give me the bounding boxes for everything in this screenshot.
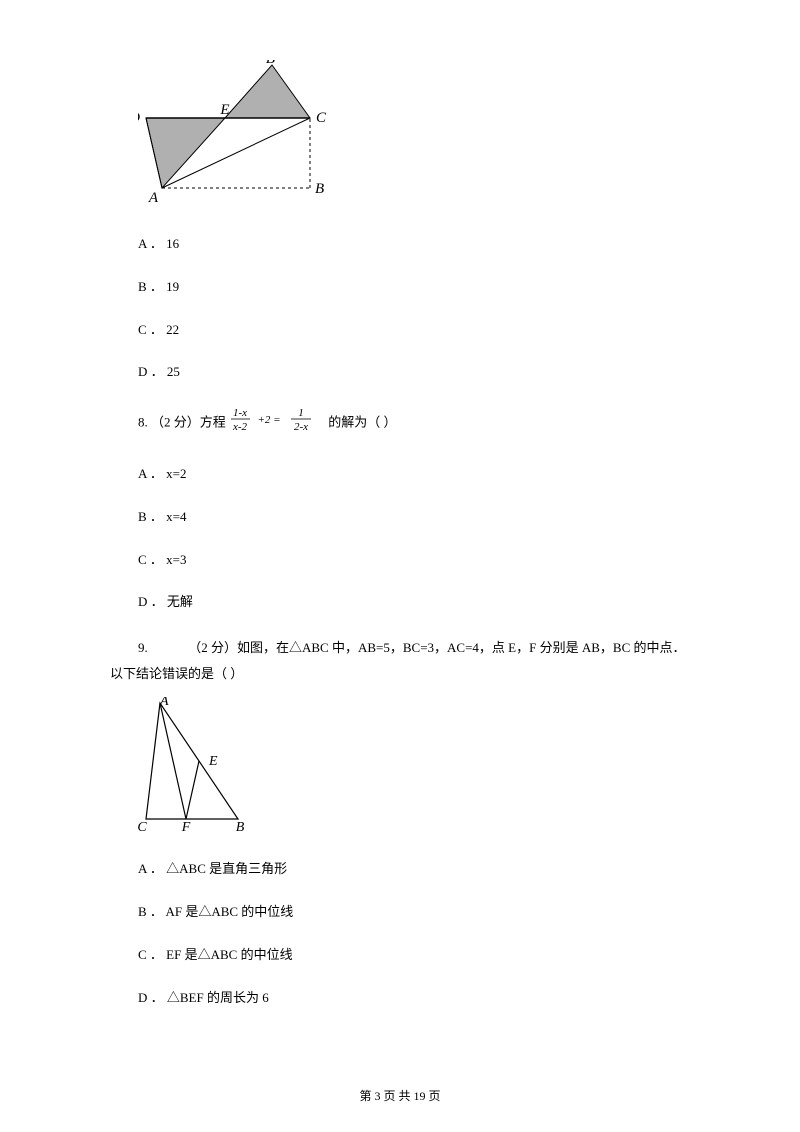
q9-option-b: B ． AF 是△ABC 的中位线	[138, 902, 690, 923]
svg-text:1: 1	[298, 407, 304, 419]
svg-text:A: A	[148, 190, 159, 206]
svg-text:B': B'	[266, 60, 279, 67]
svg-text:C: C	[138, 820, 147, 835]
q9-stem: 9. （2 分）如图，在△ABC 中，AB=5，BC=3，AC=4，点 E，F …	[110, 635, 690, 687]
q9-option-d: D ． △BEF 的周长为 6	[138, 988, 690, 1009]
q8-stem: 8. （2 分）方程 1-x x-2 +2 = 1 2-x 的解为（ ）	[138, 405, 690, 442]
page-footer: 第 3 页 共 19 页	[0, 1087, 800, 1104]
svg-text:E: E	[219, 102, 229, 118]
q8-prefix: 8. （2 分）方程	[138, 415, 226, 430]
q7-option-d: D ． 25	[138, 362, 690, 383]
q8-equation: 1-x x-2 +2 = 1 2-x	[229, 405, 325, 442]
svg-text:2-x: 2-x	[294, 421, 308, 433]
svg-text:B: B	[236, 820, 245, 835]
q8-suffix: 的解为（ ）	[328, 415, 396, 430]
svg-text:F: F	[181, 820, 191, 835]
q7-option-b: B ． 19	[138, 277, 690, 298]
svg-text:A: A	[159, 697, 169, 709]
q8-option-c: C ． x=3	[138, 550, 690, 571]
svg-text:x-2: x-2	[232, 421, 248, 433]
q8-option-b: B ． x=4	[138, 507, 690, 528]
q9-option-a: A ． △ABC 是直角三角形	[138, 859, 690, 880]
q7-option-c: C ． 22	[138, 320, 690, 341]
q9-option-c: C ． EF 是△ABC 的中位线	[138, 945, 690, 966]
q9-number: 9.	[138, 640, 151, 655]
q9-body: （2 分）如图，在△ABC 中，AB=5，BC=3，AC=4，点 E，F 分别是…	[110, 640, 686, 681]
svg-text:E: E	[208, 754, 218, 769]
svg-text:D: D	[138, 110, 140, 126]
figure-triangle-midpoints: A C F B E	[138, 697, 690, 841]
figure-triangle-fold: D E B' C A B	[138, 60, 690, 214]
svg-text:1-x: 1-x	[233, 407, 247, 419]
svg-text:+2 =: +2 =	[257, 414, 280, 426]
svg-text:B: B	[315, 181, 324, 197]
q7-option-a: A ． 16	[138, 234, 690, 255]
q8-option-d: D ． 无解	[138, 592, 690, 613]
svg-text:C: C	[316, 110, 327, 126]
q8-option-a: A ． x=2	[138, 464, 690, 485]
